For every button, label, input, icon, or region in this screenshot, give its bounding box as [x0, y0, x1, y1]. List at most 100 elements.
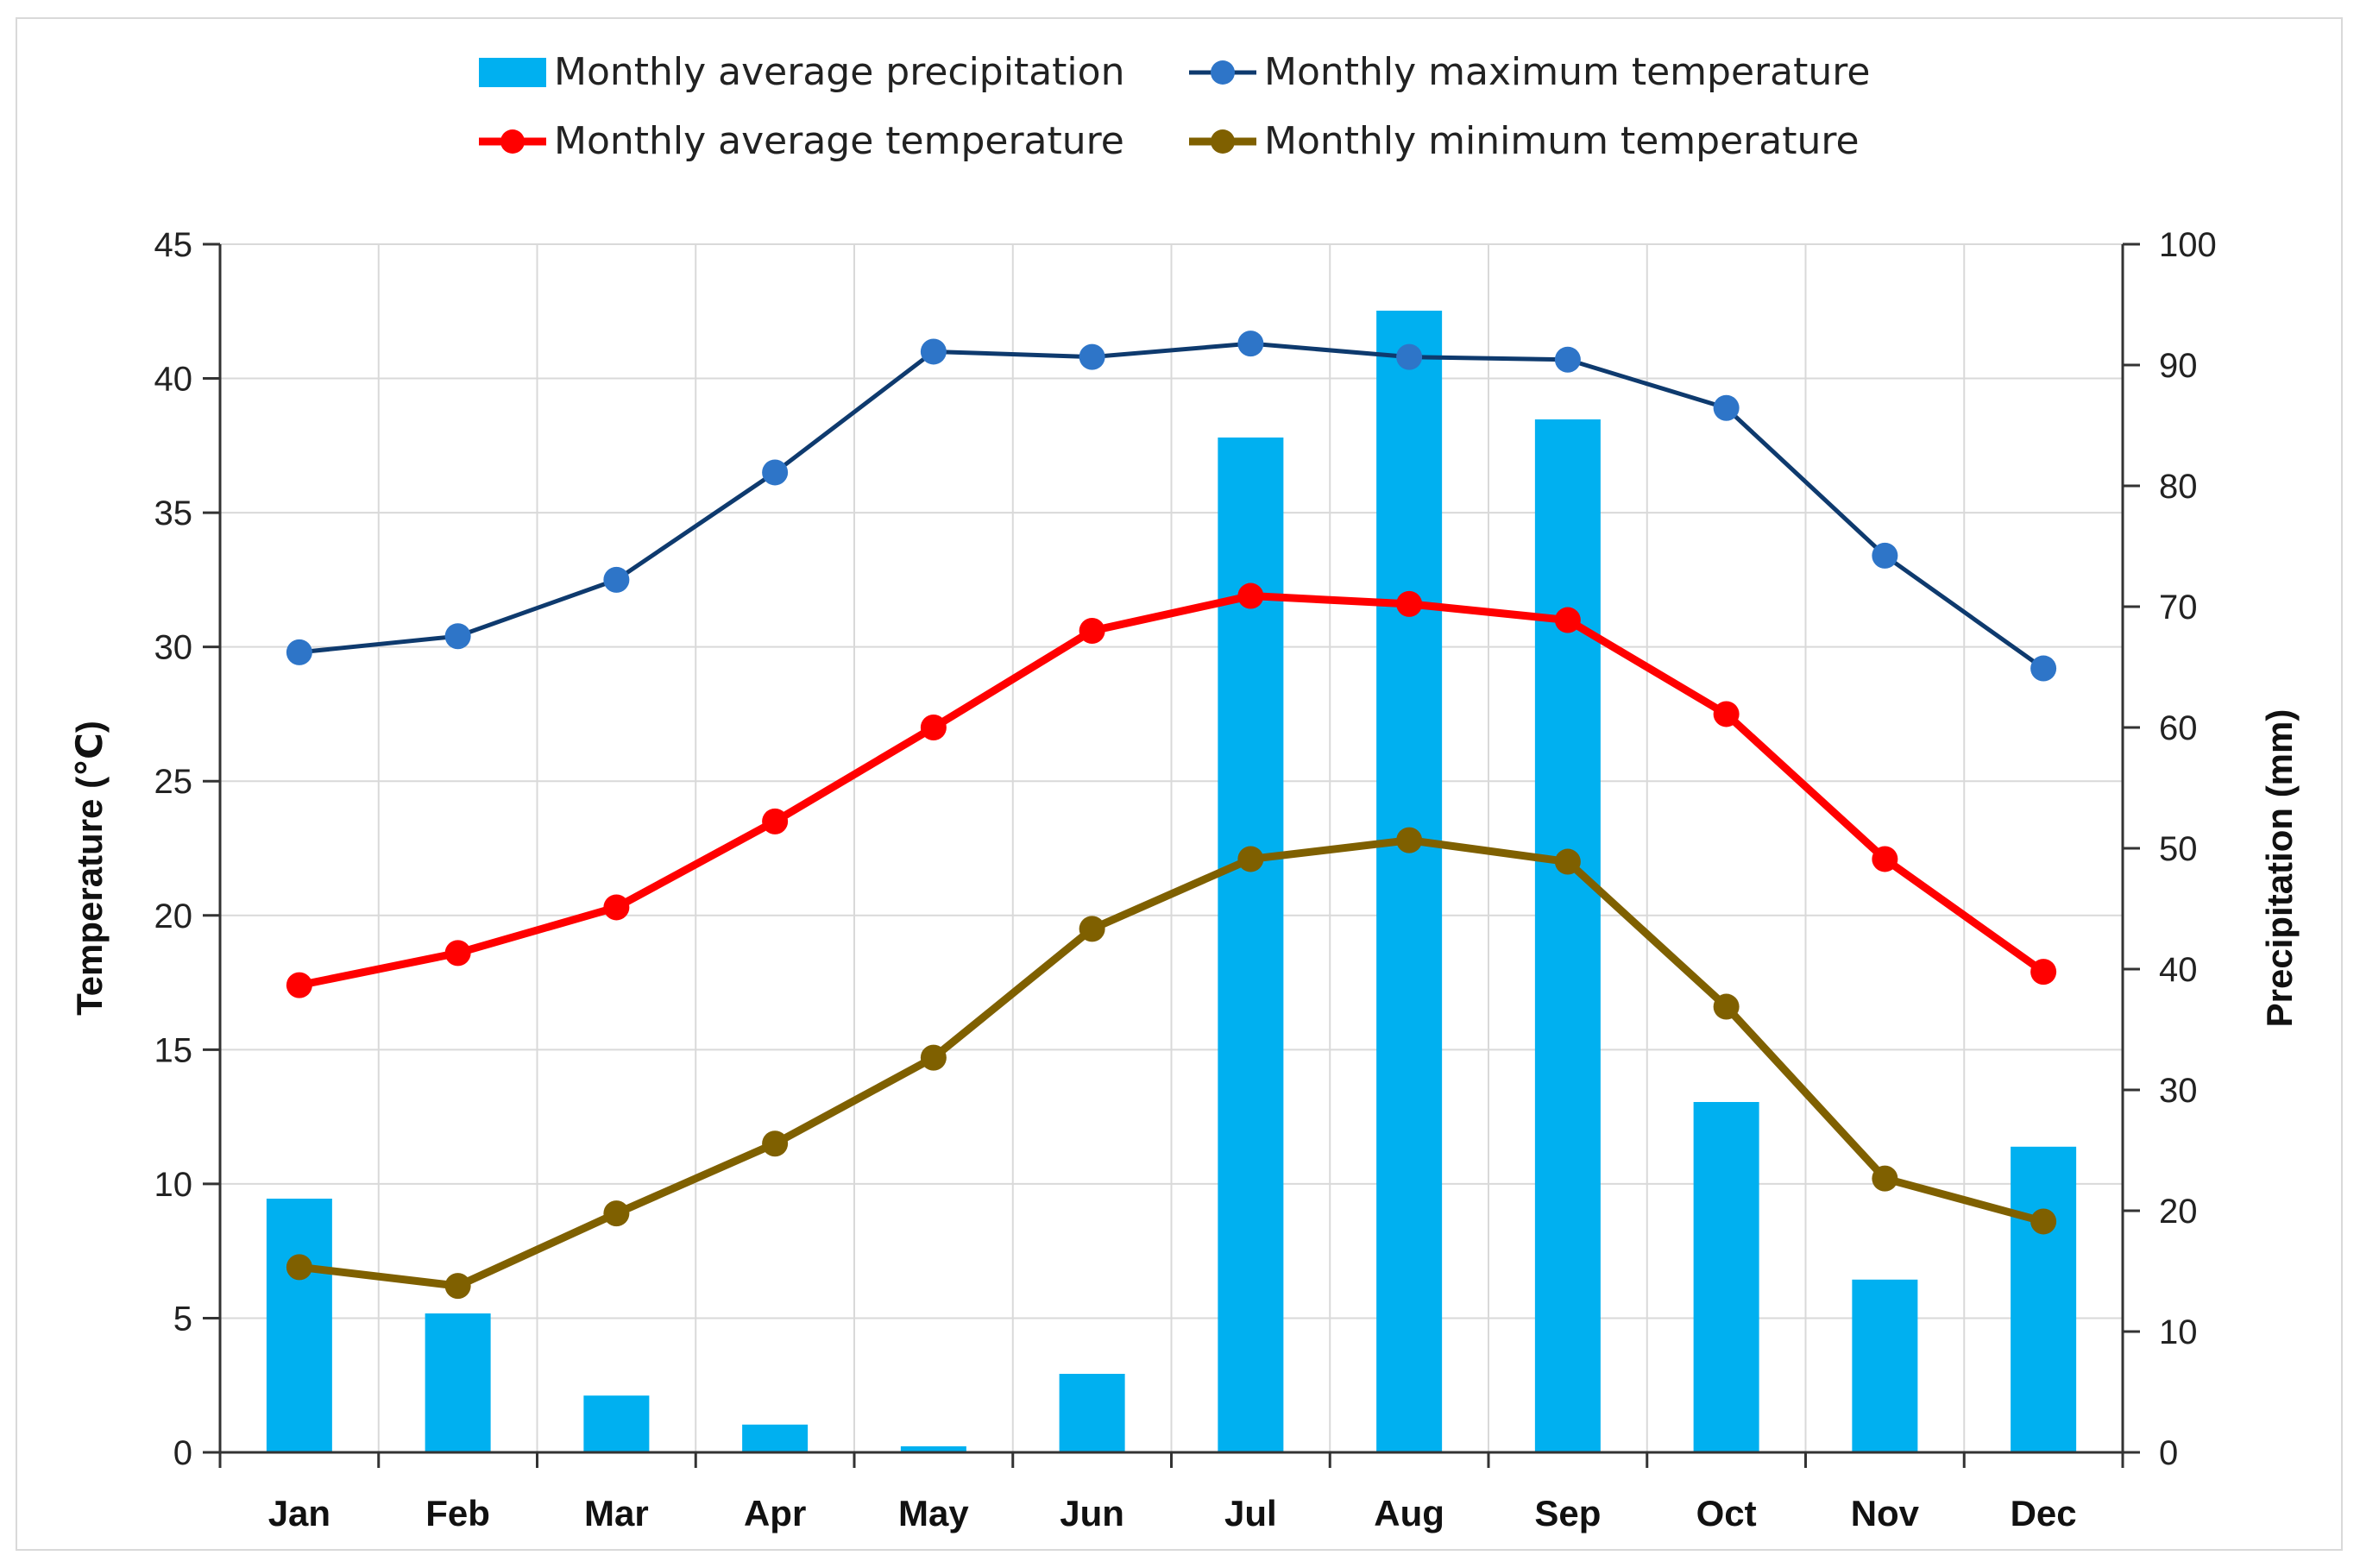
point-min-temperature-mar [603, 1200, 630, 1227]
x-axis-label-feb: Feb [425, 1493, 490, 1533]
x-axis-label-aug: Aug [1374, 1493, 1444, 1533]
point-max-temperature-aug [1396, 343, 1423, 370]
line-min-temperature [299, 836, 2045, 1290]
point-avg-temperature-sep [1554, 607, 1581, 633]
point-max-temperature-mar [603, 566, 630, 593]
point-max-temperature-jul [1237, 331, 1264, 357]
x-axis-label-jan: Jan [268, 1493, 330, 1533]
legend-marker-max-temperature [1211, 60, 1235, 85]
point-avg-temperature-may [920, 715, 947, 740]
point-avg-temperature-mar [603, 894, 630, 921]
precipitation-bar-feb [425, 1313, 491, 1452]
x-axis-label-may: May [898, 1493, 969, 1533]
temperature-lines [286, 331, 2057, 1300]
left-axis-tick-label: 10 [154, 1166, 193, 1204]
legend: Monthly average precipitation Monthly ma… [479, 50, 1870, 163]
precipitation-bar-jun [1059, 1374, 1125, 1452]
left-axis-tick-label: 15 [154, 1031, 193, 1069]
right-axis-tick-label: 50 [2159, 830, 2198, 868]
left-axis-tick-label: 20 [154, 897, 193, 935]
precipitation-bar-aug [1376, 311, 1443, 1452]
line-avg-temperature [298, 592, 2046, 990]
left-axis-tick-label: 30 [154, 629, 193, 667]
point-max-temperature-apr [762, 459, 789, 486]
precipitation-bar-dec [2011, 1146, 2077, 1452]
left-axis-title: Temperature (℃) [69, 721, 110, 1016]
legend-label-min-temperature: Monthly minimum temperature [1264, 119, 1860, 163]
precipitation-bar-nov [1852, 1279, 1918, 1452]
right-axis-tick-label: 30 [2159, 1072, 2198, 1110]
point-avg-temperature-apr [762, 808, 789, 834]
legend-label-avg-temperature: Monthly average temperature [554, 119, 1124, 163]
x-axis-label-oct: Oct [1696, 1493, 1757, 1533]
point-min-temperature-sep [1554, 848, 1581, 875]
legend-label-precipitation: Monthly average precipitation [554, 50, 1124, 94]
right-axis-tick-label: 40 [2159, 951, 2198, 989]
point-min-temperature-apr [762, 1130, 789, 1157]
point-avg-temperature-jun [1079, 618, 1105, 644]
right-axis-title: Precipitation (mm) [2259, 709, 2300, 1028]
x-axis-label-jun: Jun [1060, 1493, 1124, 1533]
left-axis-tick-label: 0 [173, 1434, 192, 1472]
x-axis-label-nov: Nov [1851, 1493, 1920, 1533]
legend-marker-min-temperature [1211, 129, 1235, 154]
right-axis-tick-label: 20 [2159, 1193, 2198, 1231]
precipitation-bar-sep [1534, 419, 1601, 1452]
legend-marker-avg-temperature [500, 129, 525, 154]
right-axis-tick-label: 0 [2159, 1434, 2178, 1472]
point-min-temperature-dec [2030, 1208, 2057, 1235]
right-axis-tick-label: 70 [2159, 589, 2198, 627]
left-axis-tick-label: 45 [154, 226, 193, 264]
point-max-temperature-sep [1554, 346, 1581, 373]
x-axis-label-dec: Dec [2011, 1493, 2077, 1533]
left-axis-tick-label: 35 [154, 494, 193, 532]
x-axis-label-mar: Mar [584, 1493, 649, 1533]
right-axis-tick-label: 60 [2159, 709, 2198, 747]
right-axis-tick-label: 90 [2159, 347, 2198, 385]
point-max-temperature-feb [444, 623, 471, 650]
point-avg-temperature-nov [1872, 846, 1898, 872]
point-min-temperature-may [920, 1044, 947, 1071]
right-axis-tick-label: 100 [2159, 226, 2217, 264]
point-min-temperature-jan [286, 1254, 312, 1281]
point-avg-temperature-dec [2030, 959, 2057, 986]
point-avg-temperature-jan [286, 972, 312, 998]
point-avg-temperature-aug [1396, 590, 1423, 617]
point-min-temperature-aug [1396, 827, 1423, 853]
point-max-temperature-dec [2030, 655, 2057, 682]
line-max-temperature [299, 341, 2045, 671]
point-min-temperature-nov [1872, 1165, 1898, 1192]
left-axis-tick-label: 5 [173, 1300, 192, 1338]
point-max-temperature-jan [286, 639, 312, 665]
precipitation-bar-apr [742, 1424, 809, 1452]
precipitation-bar-oct [1693, 1102, 1759, 1452]
point-min-temperature-jun [1079, 916, 1105, 942]
legend-label-max-temperature: Monthly maximum temperature [1264, 50, 1870, 94]
right-axis-tick-label: 10 [2159, 1313, 2198, 1351]
left-axis-tick-label: 25 [154, 763, 193, 801]
point-max-temperature-may [920, 338, 947, 365]
axes [203, 242, 2140, 1468]
point-max-temperature-nov [1872, 542, 1898, 569]
axis-labels: 0 5 10 15 20 25 30 35 40 45 0 10 20 30 40 50 60 70 80 90 100… [154, 226, 2217, 1533]
x-axis-label-jul: Jul [1224, 1493, 1277, 1533]
point-avg-temperature-feb [444, 940, 471, 967]
left-axis-tick-label: 40 [154, 361, 193, 399]
legend-swatch-precipitation [479, 58, 546, 87]
x-axis-label-apr: Apr [744, 1493, 806, 1533]
point-min-temperature-feb [444, 1273, 471, 1300]
point-min-temperature-jul [1237, 846, 1264, 872]
right-axis-tick-label: 80 [2159, 468, 2198, 506]
point-avg-temperature-jul [1237, 582, 1264, 609]
point-max-temperature-jun [1079, 343, 1105, 370]
precipitation-bar-mar [583, 1395, 650, 1452]
gridlines [220, 243, 2123, 1452]
point-max-temperature-oct [1713, 394, 1740, 421]
chart-frame [16, 17, 2343, 1551]
point-min-temperature-oct [1713, 993, 1740, 1020]
point-avg-temperature-oct [1713, 701, 1740, 727]
precipitation-bar-jan [266, 1199, 332, 1452]
x-axis-label-sep: Sep [1534, 1493, 1601, 1533]
precipitation-bar-may [900, 1446, 966, 1452]
